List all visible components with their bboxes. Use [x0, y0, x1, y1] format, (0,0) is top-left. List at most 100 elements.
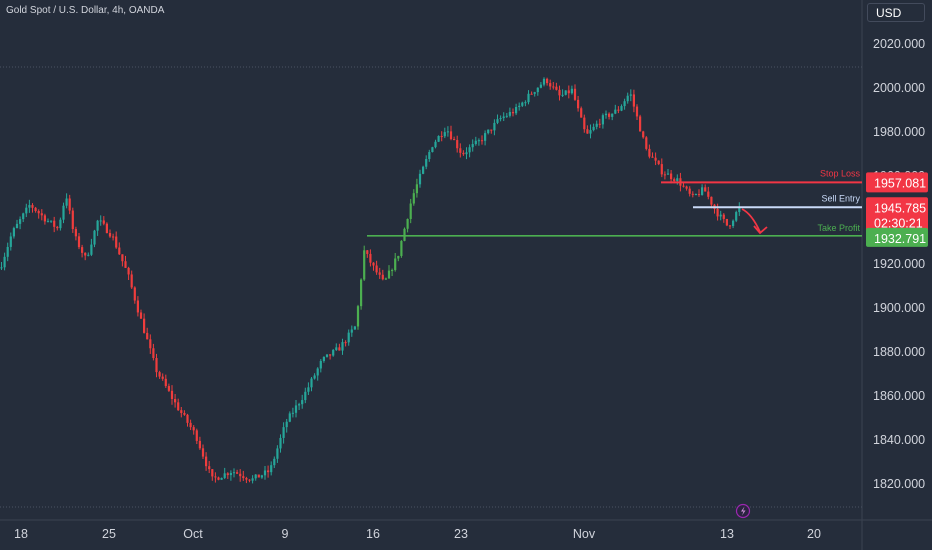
candle-body	[335, 347, 338, 350]
candle-body	[0, 267, 3, 269]
candle-body	[93, 230, 96, 245]
candle-body	[356, 306, 360, 327]
candle-body	[366, 250, 369, 254]
candle-body	[155, 358, 158, 373]
candle-body	[552, 86, 555, 88]
candle-body	[707, 191, 710, 197]
candle-body	[15, 223, 19, 229]
candle-body	[477, 140, 480, 142]
candle-body	[456, 140, 459, 149]
candle-body	[112, 236, 115, 238]
candle-body	[704, 187, 707, 192]
candle-body	[580, 108, 583, 118]
candle-body	[158, 372, 161, 377]
candle-body	[732, 220, 735, 227]
candle-body	[688, 188, 691, 194]
candle-body	[28, 205, 31, 208]
candle-body	[310, 378, 313, 388]
candle-body	[558, 89, 561, 96]
candles-group	[0, 77, 741, 484]
candle-body	[511, 112, 515, 114]
candle-body	[654, 157, 657, 161]
candle-body	[694, 194, 697, 196]
candle-body	[363, 250, 366, 280]
candle-body	[90, 244, 93, 255]
candle-body	[592, 126, 595, 131]
candle-body	[397, 255, 400, 259]
candle-body	[149, 339, 152, 349]
candle-body	[291, 412, 294, 414]
candle-body	[257, 474, 260, 478]
candle-body	[322, 356, 325, 361]
candle-body	[660, 164, 663, 175]
stop-loss-price-tag	[866, 172, 928, 193]
candle-body	[642, 131, 645, 138]
candle-body	[288, 413, 291, 422]
candle-body	[267, 470, 270, 473]
candle-body	[604, 113, 608, 116]
candle-body	[37, 210, 40, 214]
candle-body	[108, 233, 112, 237]
candle-body	[282, 427, 285, 438]
y-tick-label: 2000.000	[873, 81, 925, 95]
candle-body	[521, 102, 524, 106]
candle-body	[515, 106, 518, 114]
candle-body	[735, 212, 738, 221]
y-tick-label: 1900.000	[873, 301, 925, 315]
candle-body	[152, 348, 155, 359]
candle-body	[530, 93, 533, 95]
current-price-value: 1945.785	[874, 201, 926, 215]
candle-body	[728, 225, 732, 227]
candle-body	[542, 78, 546, 85]
candle-body	[648, 148, 651, 157]
candle-body	[198, 440, 201, 449]
candle-body	[211, 469, 214, 477]
candle-body	[381, 274, 384, 280]
candle-body	[170, 390, 174, 400]
candle-body	[474, 140, 477, 145]
candle-body	[71, 210, 74, 230]
candle-body	[387, 270, 391, 279]
candle-body	[139, 312, 143, 319]
candle-body	[53, 220, 56, 227]
candle-body	[502, 116, 505, 119]
candle-body	[338, 347, 341, 351]
candle-body	[701, 187, 704, 195]
candle-body	[567, 90, 570, 94]
candle-body	[536, 87, 539, 93]
currency-button[interactable]: USD	[867, 3, 925, 22]
candle-body	[118, 247, 121, 255]
candle-body	[121, 254, 124, 262]
candle-body	[710, 196, 713, 205]
candle-body	[738, 206, 741, 213]
candle-body	[133, 287, 136, 301]
candle-body	[220, 477, 223, 480]
candle-body	[316, 368, 319, 376]
candle-body	[273, 458, 276, 466]
x-tick-label: 23	[454, 527, 468, 541]
candle-body	[22, 213, 25, 220]
candle-body	[499, 118, 502, 120]
candle-body	[208, 466, 211, 470]
candle-body	[626, 95, 629, 102]
candle-body	[242, 476, 245, 479]
take-profit-label: Take Profit	[817, 223, 860, 233]
candle-body	[31, 205, 34, 208]
candle-body	[518, 105, 521, 107]
candle-body	[298, 404, 301, 406]
candle-body	[84, 252, 87, 256]
candle-body	[601, 115, 604, 125]
candle-body	[201, 448, 205, 457]
candle-body	[394, 258, 397, 271]
candle-body	[350, 329, 353, 333]
candle-body	[449, 131, 453, 140]
candle-body	[484, 133, 487, 141]
candle-body	[635, 106, 639, 117]
candle-body	[174, 399, 177, 403]
candle-body	[691, 193, 694, 195]
candle-body	[611, 113, 614, 117]
candle-body	[294, 405, 298, 413]
candle-body	[620, 106, 623, 111]
